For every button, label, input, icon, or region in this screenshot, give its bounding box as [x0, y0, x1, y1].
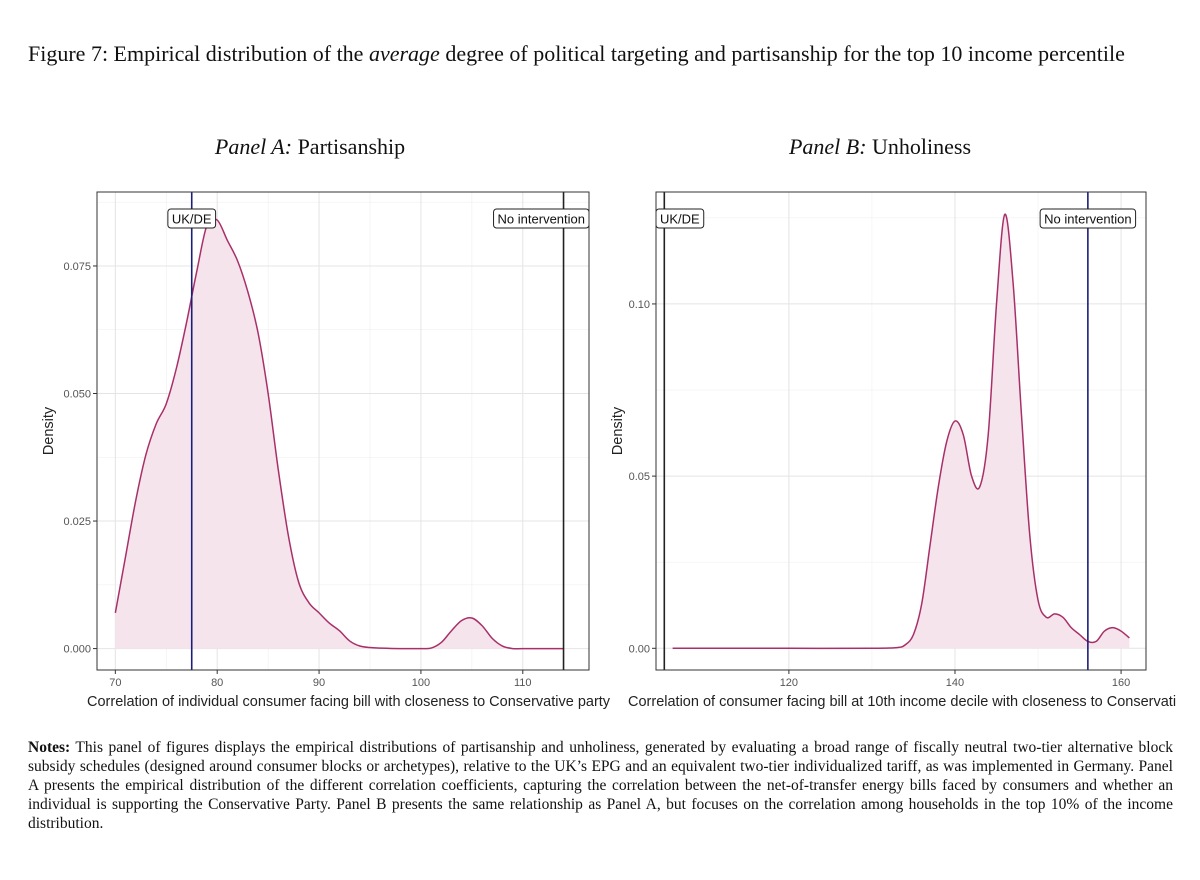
x-tick-label: 90 — [313, 677, 325, 689]
x-tick-label: 140 — [946, 677, 964, 689]
y-tick-label: 0.000 — [63, 644, 91, 656]
x-axis-label: Correlation of individual consumer facin… — [87, 694, 611, 710]
y-axis-label: Density — [41, 406, 57, 455]
density-curve — [672, 213, 1130, 650]
reference-label: UK/DE — [655, 208, 705, 229]
reference-label-box — [1039, 208, 1137, 229]
x-tick-label: 110 — [514, 677, 532, 689]
reference-label-box — [167, 208, 217, 229]
panel-b-name: Unholiness — [872, 134, 972, 159]
figure-caption: Figure 7: Empirical distribution of the … — [28, 40, 1168, 67]
reference-label-text: No intervention — [498, 212, 585, 227]
y-tick-label: 0.025 — [63, 516, 91, 528]
plot-border — [655, 191, 1147, 671]
reference-label: UK/DE — [167, 208, 217, 229]
panel-a-label: Panel A: — [214, 134, 293, 159]
reference-label: No intervention — [1039, 208, 1137, 229]
y-tick-label: 0.050 — [63, 389, 91, 401]
caption-suffix: degree of political targeting and partis… — [439, 41, 1125, 66]
x-axis-label: Correlation of consumer facing bill at 1… — [628, 694, 1176, 710]
panel-a-title: Panel A: Partisanship — [110, 134, 510, 160]
y-tick-label: 0.075 — [63, 261, 91, 273]
caption-prefix: Figure 7: Empirical distribution of the — [28, 41, 369, 66]
notes-label: Notes: — [28, 739, 71, 756]
x-tick-label: 160 — [1112, 677, 1130, 689]
x-tick-label: 120 — [780, 677, 798, 689]
y-axis-label: Density — [610, 406, 626, 455]
reference-label-text: UK/DE — [172, 212, 212, 227]
plot-background — [656, 192, 1146, 670]
panel-a-chart: UK/DE No intervention 70 80 90 100 110 0.000 0.0… — [41, 191, 611, 710]
y-tick-label: 0.05 — [629, 471, 650, 483]
reference-label: No intervention — [493, 208, 590, 229]
panel-b-chart: UK/DE No intervention 120 140 160 0.00 0.05 0.1… — [610, 191, 1176, 710]
density-area — [115, 218, 564, 649]
panel-b-title: Panel B: Unholiness — [680, 134, 1080, 160]
figure-notes: Notes: This panel of figures displays th… — [28, 738, 1173, 833]
density-curve — [114, 217, 564, 650]
reference-label-text: No intervention — [1044, 212, 1131, 227]
y-tick-label: 0.00 — [629, 643, 650, 655]
notes-text: This panel of figures displays the empir… — [28, 739, 1173, 832]
x-tick-label: 70 — [109, 677, 121, 689]
caption-emphasis: average — [368, 41, 440, 66]
plot-border — [96, 191, 590, 671]
y-tick-label: 0.10 — [629, 299, 650, 311]
panel-a-name: Partisanship — [297, 134, 406, 159]
x-tick-label: 100 — [412, 677, 430, 689]
panel-b-label: Panel B: — [788, 134, 867, 159]
x-tick-label: 80 — [211, 677, 223, 689]
reference-label-text: UK/DE — [660, 212, 700, 227]
